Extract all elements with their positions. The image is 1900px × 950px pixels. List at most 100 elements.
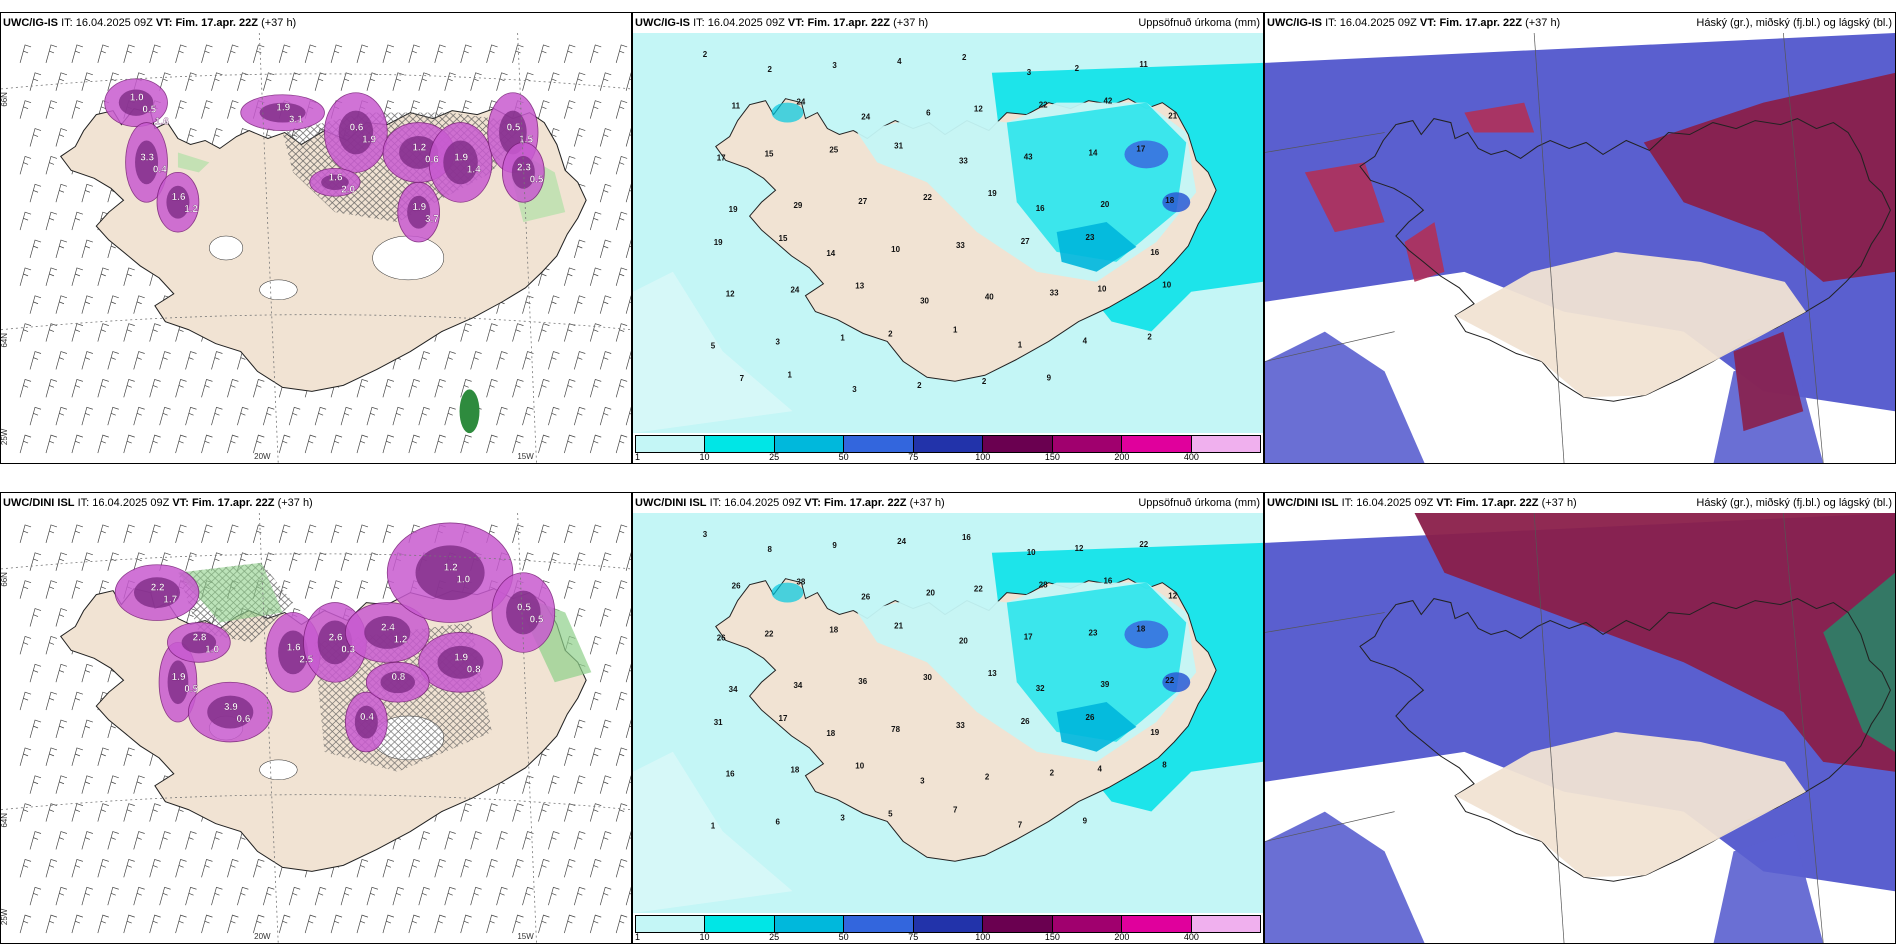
colorbar-label: 150 <box>1044 932 1060 942</box>
precip-value: 34 <box>793 681 802 690</box>
precip-value: 26 <box>861 593 870 602</box>
snow-wind-map: 1.03.31.61.90.61.21.90.52.31.61.90.50.41… <box>1 33 631 463</box>
precip-value: 29 <box>793 201 802 210</box>
valid-time: Fim. 17.apr. 22Z <box>175 17 258 29</box>
lead-time: (+37 h) <box>261 17 297 29</box>
precip-value: 18 <box>829 625 838 634</box>
precip-value: 21 <box>1168 112 1177 121</box>
snow-depth-label: 0.5 <box>517 603 531 614</box>
precip-value: 18 <box>791 766 800 775</box>
graticule <box>1 33 631 463</box>
precip-value: 22 <box>1165 676 1174 685</box>
init-time-label: IT: <box>1341 497 1354 509</box>
snow-depth-label: 1.9 <box>454 652 468 663</box>
valid-time-label: VT: <box>787 17 805 29</box>
colorbar-swatch <box>844 916 914 932</box>
precip-value: 30 <box>920 297 929 306</box>
snow-depth-label: 1.2 <box>394 634 408 645</box>
snow-depth-label: 1.5 <box>519 134 533 145</box>
lead-time: (+37 h) <box>1541 497 1577 509</box>
panel-header: UWC/DINI ISL IT: 16.04.2025 09Z VT: Fim.… <box>633 493 1263 513</box>
precip-value: 33 <box>956 241 965 250</box>
precip-value: 30 <box>923 673 932 682</box>
snow-depth-label: 0.3 <box>341 644 355 655</box>
precip-value: 2 <box>703 50 708 59</box>
precip-value: 2 <box>768 65 773 74</box>
colorbar-label: 100 <box>975 932 991 942</box>
snow-depth-label: 1.9 <box>276 103 290 114</box>
precip-value: 20 <box>926 589 935 598</box>
snow-depth-label: 0.8 <box>467 664 481 675</box>
precip-value: 19 <box>729 205 738 214</box>
precip-value: 12 <box>974 105 983 114</box>
snow-depth-label: 3.1 <box>289 115 303 126</box>
panel-header: UWC/IG-IS IT: 16.04.2025 09Z VT: Fim. 17… <box>633 13 1263 33</box>
snow-depth-label: 1.2 <box>184 204 198 215</box>
cloud-map <box>1265 33 1895 463</box>
snow-depth-label: 1.6 <box>155 117 169 128</box>
precip-value: 12 <box>1168 592 1177 601</box>
precip-value: 26 <box>717 633 726 642</box>
precip-value: 16 <box>962 533 971 542</box>
snow-depth-label: 2.6 <box>329 632 343 643</box>
map-area <box>1265 513 1895 943</box>
precip-value: 2 <box>985 773 990 782</box>
panel-title: Háský (gr.), miðský (fj.bl.) og lágský (… <box>1696 17 1892 29</box>
precip-value: 38 <box>796 578 805 587</box>
precip-value: 22 <box>1139 540 1148 549</box>
precip-value: 3 <box>852 385 857 394</box>
init-time: 16.04.2025 09Z <box>1339 17 1417 29</box>
model-name: UWC/DINI ISL <box>1267 497 1339 509</box>
lead-time: (+37 h) <box>277 497 313 509</box>
precip-value: 22 <box>923 193 932 202</box>
lon-label: 15W <box>517 932 534 941</box>
model-name: UWC/IG-IS <box>3 17 58 29</box>
precip-value: 22 <box>765 629 774 638</box>
projection-lines <box>1265 33 1824 463</box>
iceland-coastline <box>1359 598 1891 882</box>
init-time-label: IT: <box>709 497 722 509</box>
init-time: 16.04.2025 09Z <box>1356 497 1434 509</box>
snow-depth-label: 3.7 <box>425 214 439 225</box>
precip-value: 6 <box>776 817 781 826</box>
lead-time: (+37 h) <box>909 497 945 509</box>
precip-value: 14 <box>1089 148 1098 157</box>
snow-depth-label: 2.8 <box>193 632 207 643</box>
snow-depth-label: 3.9 <box>224 702 238 713</box>
colorbar-swatches <box>635 915 1261 933</box>
precip-value: 3 <box>776 337 781 346</box>
map-area: 2 2 3 4 2 3 2 11 11 24 24 6 12 22 42 21 17 15 25 31 33 43 14 17… <box>633 33 1263 433</box>
precip-value: 14 <box>826 249 835 258</box>
lead-time: (+37 h) <box>893 17 929 29</box>
precip-value: 2 <box>1050 769 1055 778</box>
precip-value: 17 <box>779 714 788 723</box>
colorbar-swatch <box>1191 916 1260 932</box>
init-time-label: IT: <box>693 17 705 29</box>
valid-time: Fim. 17.apr. 22Z <box>1439 17 1522 29</box>
cloud-map <box>1265 513 1895 943</box>
high-cloud <box>1414 513 1895 772</box>
precip-value: 19 <box>714 238 723 247</box>
precip-value: 17 <box>1136 144 1145 153</box>
map-area: 2.2 1.9 2.8 3.9 1.6 2.6 2.4 1.2 0.5 1.9 0.4 0.8 1.7 0… <box>1 513 631 943</box>
precip-value: 42 <box>1104 97 1113 106</box>
colorbar-swatch <box>913 436 984 452</box>
snow-depth-label: 1.2 <box>412 142 426 153</box>
precip-value: 43 <box>1024 152 1033 161</box>
precip-value: 10 <box>1162 281 1171 290</box>
lat-label: 64N <box>1 813 9 828</box>
snow-depth-label: 1.6 <box>172 192 186 203</box>
colorbar-label: 50 <box>838 932 849 942</box>
precip-value: 5 <box>711 341 716 350</box>
snow-depth-label: 0.4 <box>153 164 167 175</box>
precip-value: 26 <box>732 582 741 591</box>
snow-depth-label: 0.6 <box>350 123 364 134</box>
precip-value: 23 <box>1086 233 1095 242</box>
valid-time: Fim. 17.apr. 22Z <box>823 497 907 509</box>
snow-depth-label: 0.5 <box>142 105 156 116</box>
precip-value: 9 <box>1083 816 1088 825</box>
colorbar-label: 1 <box>635 452 641 462</box>
init-time-label: IT: <box>61 17 73 29</box>
model-name: UWC/DINI ISL <box>3 497 75 509</box>
